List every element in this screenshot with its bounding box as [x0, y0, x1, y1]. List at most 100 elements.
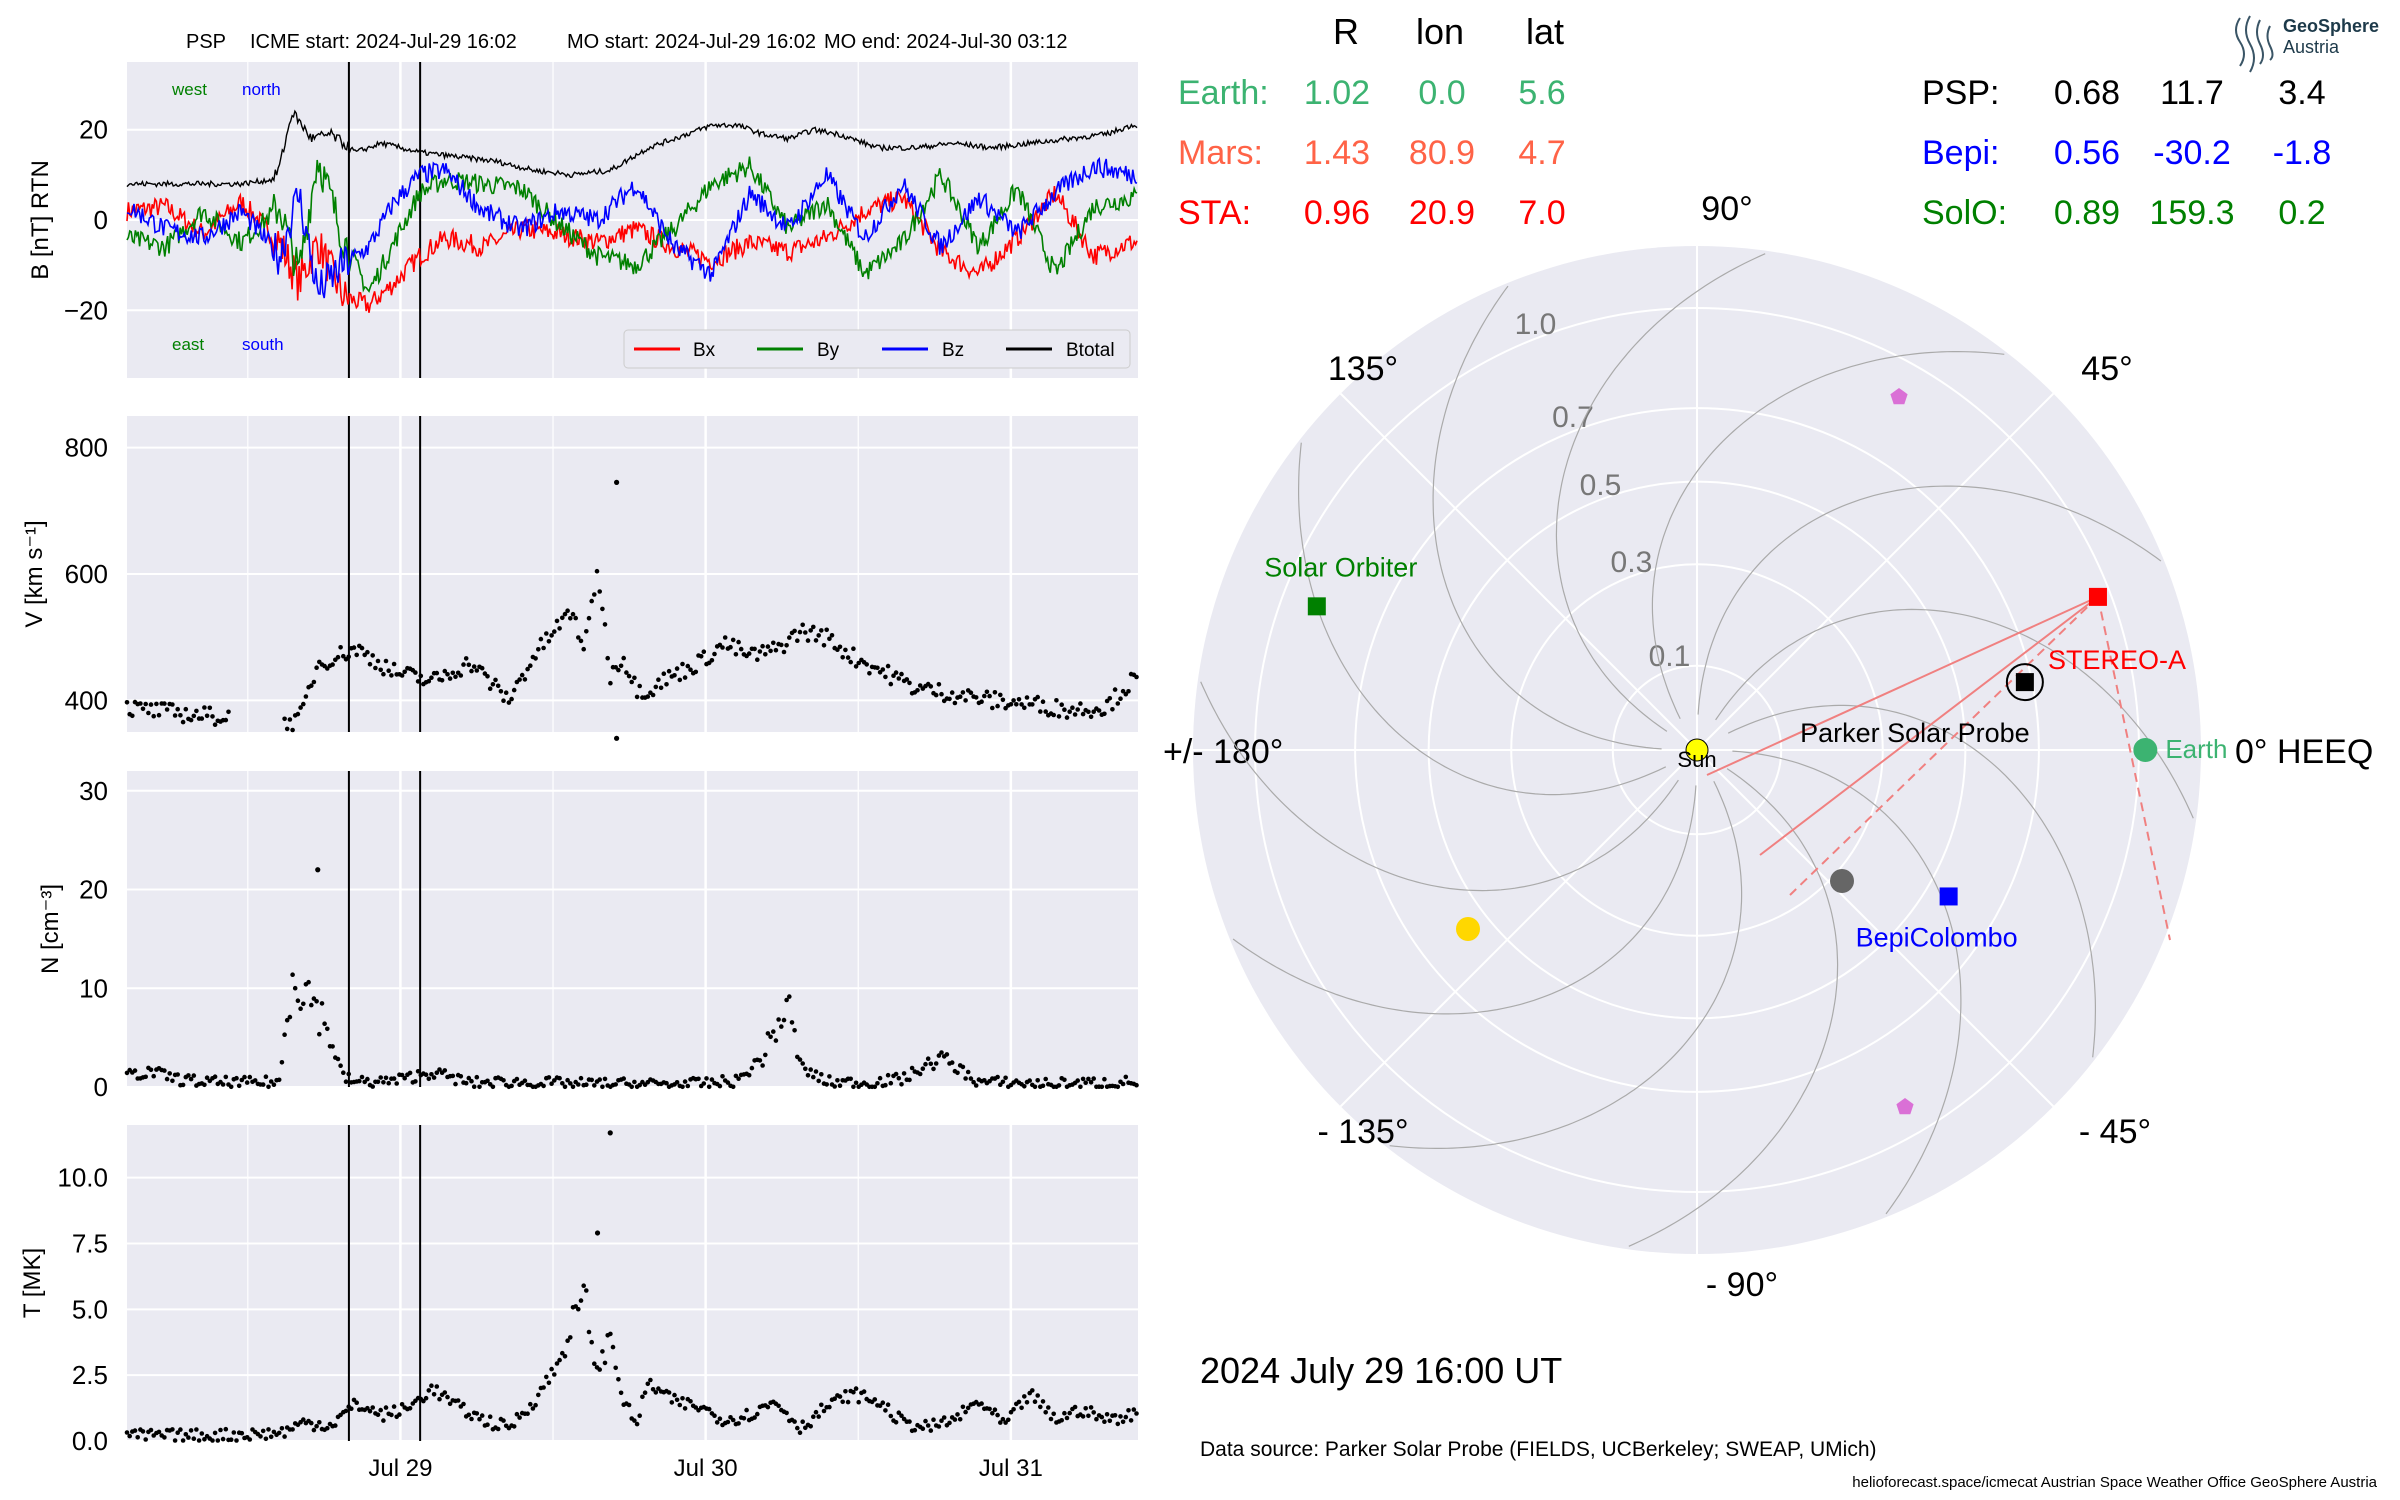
data-point — [899, 671, 904, 677]
data-point — [941, 1415, 947, 1420]
data-point — [736, 639, 741, 645]
data-point — [613, 1365, 618, 1371]
data-point — [637, 1082, 642, 1088]
data-point — [1107, 696, 1113, 701]
data-point — [263, 1436, 269, 1442]
data-point — [552, 629, 557, 634]
data-point — [370, 653, 376, 658]
data-point — [148, 1427, 154, 1433]
data-point — [845, 1399, 851, 1405]
data-point — [493, 677, 498, 683]
data-point — [712, 651, 717, 657]
data-point — [519, 672, 525, 678]
data-point — [600, 606, 605, 612]
data-point — [186, 1435, 191, 1440]
data-point — [776, 1403, 781, 1409]
data-point — [1088, 1080, 1094, 1085]
y-axis-label: B [nT] RTN — [27, 160, 54, 280]
data-point — [949, 690, 955, 695]
data-point — [664, 682, 669, 687]
data-point — [525, 666, 530, 672]
data-point — [768, 1034, 773, 1040]
data-point — [130, 713, 135, 719]
data-point — [1120, 1081, 1126, 1087]
data-point — [298, 1006, 303, 1011]
y-tick-label: 400 — [65, 685, 108, 715]
data-point — [653, 1390, 659, 1395]
data-point — [998, 1420, 1003, 1425]
data-point — [602, 1360, 608, 1366]
data-point — [509, 696, 514, 702]
data-point — [674, 1397, 680, 1403]
data-point — [252, 1078, 258, 1083]
data-point — [682, 1406, 688, 1411]
data-point — [461, 1401, 466, 1407]
connection-line — [1789, 596, 2099, 896]
data-point — [260, 1428, 266, 1434]
data-point — [936, 682, 942, 687]
data-point — [247, 1074, 253, 1080]
data-point — [530, 1406, 536, 1411]
data-point — [957, 694, 963, 699]
data-point — [893, 670, 899, 675]
data-point — [175, 706, 180, 712]
stereo-a-marker — [2088, 587, 2107, 606]
data-point — [1059, 702, 1064, 707]
data-point — [597, 1367, 602, 1372]
data-point — [949, 1060, 955, 1065]
data-point — [632, 675, 637, 681]
data-point — [752, 1415, 757, 1420]
radial-tick-label: 0.1 — [1649, 640, 1691, 673]
table-body-name: SolO: — [1922, 194, 2007, 232]
credits: helioforecast.space/icmecat Austrian Spa… — [1852, 1474, 2377, 1491]
data-point — [917, 1071, 923, 1077]
data-point — [736, 1076, 741, 1081]
data-point — [541, 1083, 546, 1089]
data-point — [827, 636, 832, 642]
data-point — [290, 1427, 295, 1432]
data-point — [797, 629, 803, 635]
data-point — [1112, 1413, 1118, 1418]
data-point — [944, 1052, 950, 1057]
parker-spiral-line — [1727, 704, 2096, 1058]
data-point — [415, 1069, 421, 1074]
data-point — [840, 655, 845, 660]
data-point — [156, 712, 162, 718]
data-point — [186, 1073, 191, 1078]
data-point — [1064, 1415, 1070, 1421]
data-point — [1104, 1412, 1110, 1417]
data-point — [431, 1392, 437, 1397]
data-point — [389, 673, 394, 678]
data-point — [824, 627, 829, 633]
data-point — [298, 705, 303, 710]
y-tick-label: 20 — [79, 875, 108, 905]
data-point — [939, 1050, 944, 1055]
data-point — [188, 717, 194, 723]
data-point — [594, 568, 600, 574]
header-mo-end: MO end: 2024-Jul-30 03:12 — [824, 31, 1068, 53]
data-point — [1067, 709, 1072, 714]
data-point — [1072, 1404, 1078, 1410]
data-point — [501, 1418, 506, 1423]
angular-grid-line — [1696, 392, 2055, 751]
data-point — [378, 1407, 384, 1413]
data-point — [517, 1415, 522, 1420]
data-point — [143, 1074, 148, 1080]
annotation-south: south — [242, 335, 284, 354]
radial-tick-label: 0.5 — [1580, 469, 1622, 502]
data-point — [399, 673, 405, 678]
data-point — [458, 673, 464, 678]
data-point — [223, 717, 229, 723]
data-point — [963, 698, 968, 703]
bepicolombo-marker — [1939, 887, 1958, 906]
data-point — [1088, 714, 1094, 720]
data-point — [212, 722, 218, 727]
data-point — [1043, 1410, 1048, 1415]
data-point — [936, 1424, 942, 1429]
data-point — [821, 1408, 827, 1414]
data-point — [172, 713, 178, 718]
data-point — [228, 1084, 234, 1090]
data-point — [851, 1389, 856, 1395]
data-point — [987, 693, 992, 699]
data-point — [792, 628, 797, 634]
